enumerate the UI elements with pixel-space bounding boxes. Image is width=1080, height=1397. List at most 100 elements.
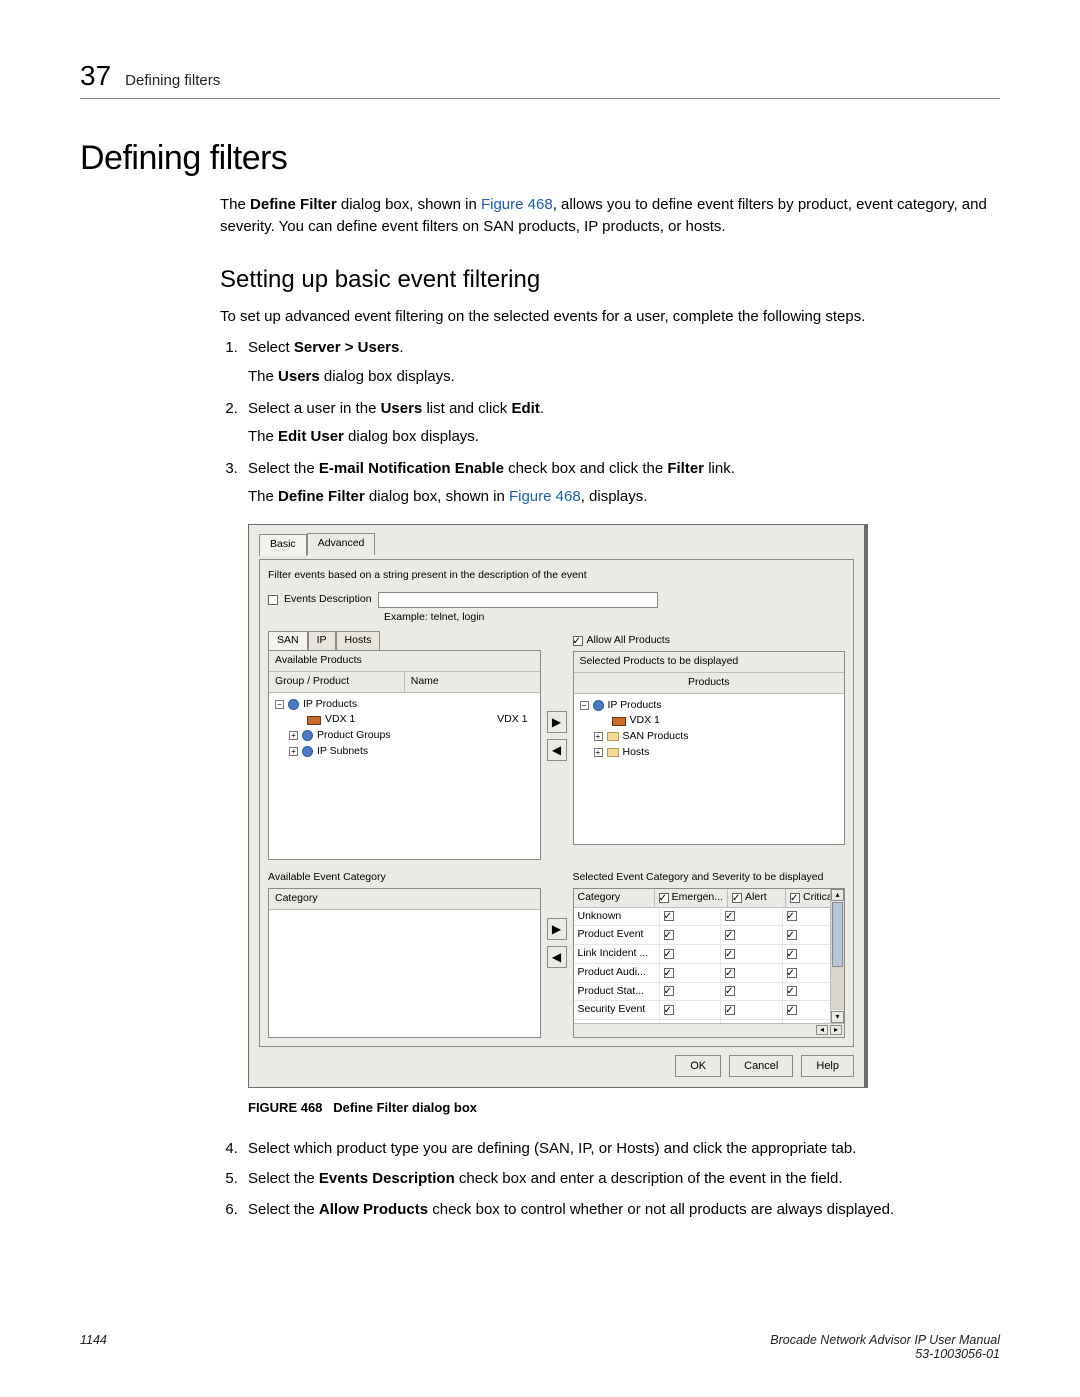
step-5: Select the Events Description check box … xyxy=(242,1168,1000,1191)
tab-basic[interactable]: Basic xyxy=(259,534,307,556)
cell-checkbox[interactable] xyxy=(664,986,674,996)
cell-category: Product Audi... xyxy=(574,964,660,982)
scroll-left-icon[interactable]: ◂ xyxy=(816,1025,828,1035)
cell-checkbox[interactable] xyxy=(787,1005,797,1015)
move-left-button[interactable]: ◀ xyxy=(547,739,567,761)
ok-button[interactable]: OK xyxy=(675,1055,721,1078)
events-description-label: Events Description xyxy=(284,592,372,608)
products-col: Products xyxy=(574,673,845,693)
cell-checkbox[interactable] xyxy=(725,986,735,996)
table-row: Unknown xyxy=(574,908,845,927)
cell-checkbox[interactable] xyxy=(725,968,735,978)
cancel-button[interactable]: Cancel xyxy=(729,1055,793,1078)
globe-icon xyxy=(302,746,313,757)
figure-468: Basic Advanced Filter events based on a … xyxy=(248,524,1000,1088)
cell-checkbox[interactable] xyxy=(664,968,674,978)
subtab-hosts[interactable]: Hosts xyxy=(336,631,381,650)
selected-products-panel: Selected Products to be displayed Produc… xyxy=(573,651,846,845)
move-right-button[interactable]: ▶ xyxy=(547,918,567,940)
available-category-panel: Category xyxy=(268,888,541,1038)
selected-products-label: Selected Products to be displayed xyxy=(574,652,845,673)
available-event-category-label: Available Event Category xyxy=(268,868,541,888)
step-6: Select the Allow Products check box to c… xyxy=(242,1199,1000,1222)
cell-category: Product Event xyxy=(574,926,660,944)
figure-link[interactable]: Figure 468 xyxy=(481,196,553,213)
cell-checkbox[interactable] xyxy=(725,911,735,921)
tab-advanced[interactable]: Advanced xyxy=(307,533,376,555)
events-description-checkbox[interactable] xyxy=(268,595,278,605)
cell-checkbox[interactable] xyxy=(787,930,797,940)
step-2: Select a user in the Users list and clic… xyxy=(242,398,1000,448)
group-product-col: Group / Product xyxy=(269,672,405,692)
allow-all-products-label: Allow All Products xyxy=(587,633,670,649)
cell-checkbox[interactable] xyxy=(725,949,735,959)
selected-products-tree[interactable]: −IP Products VDX 1 +SAN Products +Hosts xyxy=(574,694,845,765)
globe-icon xyxy=(288,699,299,710)
page-title: Defining filters xyxy=(80,139,1000,178)
help-button[interactable]: Help xyxy=(801,1055,854,1078)
table-row: Security Event xyxy=(574,1001,845,1020)
globe-icon xyxy=(593,700,604,711)
figure-caption: FIGURE 468 Define Filter dialog box xyxy=(248,1098,1000,1118)
move-right-button[interactable]: ▶ xyxy=(547,711,567,733)
vertical-scrollbar[interactable]: ▴ ▾ xyxy=(830,889,844,1023)
lead-paragraph: To set up advanced event filtering on th… xyxy=(220,306,1000,328)
cell-checkbox[interactable] xyxy=(787,911,797,921)
page-footer: 1144 Brocade Network Advisor IP User Man… xyxy=(80,1333,1000,1361)
scroll-right-icon[interactable]: ▸ xyxy=(830,1025,842,1035)
subheading: Setting up basic event filtering xyxy=(220,266,1000,294)
cell-checkbox[interactable] xyxy=(664,930,674,940)
col-category: Category xyxy=(574,889,655,907)
table-row: Link Incident ... xyxy=(574,945,845,964)
manual-title: Brocade Network Advisor IP User Manual xyxy=(770,1333,1000,1347)
cell-checkbox[interactable] xyxy=(787,986,797,996)
available-products-label: Available Products xyxy=(269,651,540,672)
selected-category-panel: Category Emergen... Alert Critical Unkno… xyxy=(573,888,846,1038)
step-1: Select Server > Users. The Users dialog … xyxy=(242,337,1000,387)
figure-link[interactable]: Figure 468 xyxy=(509,488,581,505)
chapter-number: 37 xyxy=(80,60,111,92)
folder-icon xyxy=(607,732,619,741)
running-header: 37 Defining filters xyxy=(80,60,1000,99)
cell-checkbox[interactable] xyxy=(725,930,735,940)
events-description-input[interactable] xyxy=(378,592,658,608)
cell-checkbox[interactable] xyxy=(664,949,674,959)
available-products-tree[interactable]: −IP Products VDX 1VDX 1 +Product Groups … xyxy=(269,693,540,764)
subtab-san[interactable]: SAN xyxy=(268,631,308,650)
cell-checkbox[interactable] xyxy=(725,1005,735,1015)
table-row: Product Stat... xyxy=(574,983,845,1002)
cell-checkbox[interactable] xyxy=(664,911,674,921)
cell-category: Link Incident ... xyxy=(574,945,660,963)
folder-icon xyxy=(607,748,619,757)
step-4: Select which product type you are defini… xyxy=(242,1138,1000,1161)
allow-all-products-checkbox[interactable] xyxy=(573,636,583,646)
intro-paragraph: The Define Filter dialog box, shown in F… xyxy=(220,194,1000,238)
cell-checkbox[interactable] xyxy=(787,968,797,978)
scroll-down-icon[interactable]: ▾ xyxy=(831,1011,844,1023)
steps-list: Select Server > Users. The Users dialog … xyxy=(220,337,1000,1221)
category-col: Category xyxy=(269,889,540,909)
filter-hint: Filter events based on a string present … xyxy=(268,568,845,584)
doc-number: 53-1003056-01 xyxy=(770,1347,1000,1361)
table-row: Product Event xyxy=(574,926,845,945)
cell-checkbox[interactable] xyxy=(787,949,797,959)
table-row: Product Audi... xyxy=(574,964,845,983)
col-emergency-checkbox[interactable] xyxy=(659,893,669,903)
name-col: Name xyxy=(405,672,540,692)
device-icon xyxy=(307,716,321,725)
chapter-title: Defining filters xyxy=(125,72,220,89)
define-filter-dialog: Basic Advanced Filter events based on a … xyxy=(248,524,868,1088)
step-3: Select the E-mail Notification Enable ch… xyxy=(242,458,1000,1118)
available-products-panel: Available Products Group / Product Name … xyxy=(268,650,541,860)
globe-icon xyxy=(302,730,313,741)
move-left-button[interactable]: ◀ xyxy=(547,946,567,968)
selected-category-label: Selected Event Category and Severity to … xyxy=(573,868,846,888)
cell-checkbox[interactable] xyxy=(664,1005,674,1015)
col-alert-checkbox[interactable] xyxy=(732,893,742,903)
col-critical-checkbox[interactable] xyxy=(790,893,800,903)
page-number: 1144 xyxy=(80,1333,107,1361)
subtab-ip[interactable]: IP xyxy=(308,631,336,650)
scroll-up-icon[interactable]: ▴ xyxy=(831,889,844,901)
device-icon xyxy=(612,717,626,726)
cell-category: Security Event xyxy=(574,1001,660,1019)
